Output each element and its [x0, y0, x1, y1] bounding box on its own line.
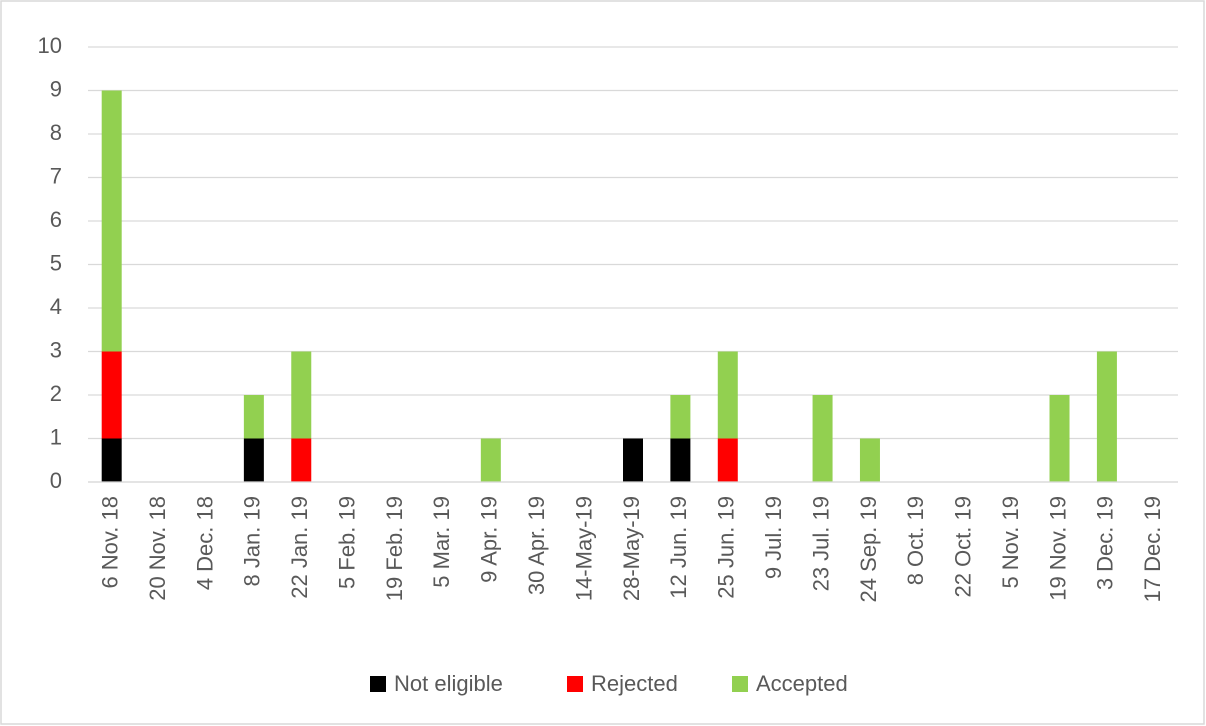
legend-swatch [732, 676, 748, 692]
x-tick-label: 5 Nov. 19 [998, 496, 1023, 589]
bar-segment [243, 395, 264, 439]
y-tick-label: 8 [50, 120, 62, 145]
bar-segment [243, 438, 264, 482]
x-tick-label: 30 Apr. 19 [524, 496, 549, 595]
legend-swatch [567, 676, 583, 692]
x-tick-label: 8 Oct. 19 [903, 496, 928, 585]
bar-segment [1049, 395, 1070, 482]
y-tick-label: 7 [50, 163, 62, 188]
bar-segment [717, 438, 738, 482]
bar-segment [717, 351, 738, 439]
y-tick-label: 0 [50, 468, 62, 493]
x-tick-label: 19 Feb. 19 [382, 496, 407, 601]
x-tick-label: 24 Sep. 19 [856, 496, 881, 602]
x-tick-label: 4 Dec. 18 [192, 496, 217, 590]
y-tick-label: 1 [50, 424, 62, 449]
x-tick-label: 14-May-19 [571, 496, 596, 601]
y-tick-label: 3 [50, 337, 62, 362]
y-tick-label: 4 [50, 294, 62, 319]
x-tick-label: 3 Dec. 19 [1093, 496, 1118, 590]
y-tick-label: 9 [50, 76, 62, 101]
bar-segment [480, 438, 501, 482]
bar-segment [623, 438, 643, 482]
y-tick-label: 6 [50, 207, 62, 232]
x-tick-label: 22 Oct. 19 [951, 496, 976, 598]
y-tick-label: 2 [50, 381, 62, 406]
y-tick-label: 5 [50, 250, 62, 275]
x-tick-label: 19 Nov. 19 [1045, 496, 1070, 601]
x-tick-label: 5 Mar. 19 [429, 496, 454, 588]
y-tick-label: 10 [38, 33, 62, 58]
x-tick-label: 22 Jan. 19 [287, 496, 312, 599]
x-tick-label: 17 Dec. 19 [1140, 496, 1165, 602]
x-tick-label: 23 Jul. 19 [808, 496, 833, 591]
bar-segment [291, 351, 312, 439]
bar-segment [670, 438, 691, 482]
bar-segment [101, 351, 122, 439]
x-tick-label: 28-May-19 [619, 496, 644, 601]
x-tick-label: 6 Nov. 18 [98, 496, 123, 589]
legend-label: Rejected [591, 671, 678, 696]
bar-segment [859, 438, 880, 482]
x-tick-label: 12 Jun. 19 [666, 496, 691, 599]
legend-label: Not eligible [394, 671, 503, 696]
x-tick-label: 9 Jul. 19 [761, 496, 786, 579]
x-tick-label: 8 Jan. 19 [240, 496, 265, 587]
legend-swatch [370, 676, 386, 692]
bar-segment [291, 438, 312, 482]
x-tick-label: 5 Feb. 19 [334, 496, 359, 589]
x-tick-label: 20 Nov. 18 [145, 496, 170, 601]
bar-segment [670, 395, 691, 439]
bar-segment [101, 90, 122, 352]
bar-segment [812, 395, 833, 482]
x-tick-label: 9 Apr. 19 [477, 496, 502, 583]
bar-segment [101, 438, 122, 482]
bar-segment [1096, 351, 1117, 482]
legend-label: Accepted [756, 671, 848, 696]
x-tick-label: 25 Jun. 19 [714, 496, 739, 599]
